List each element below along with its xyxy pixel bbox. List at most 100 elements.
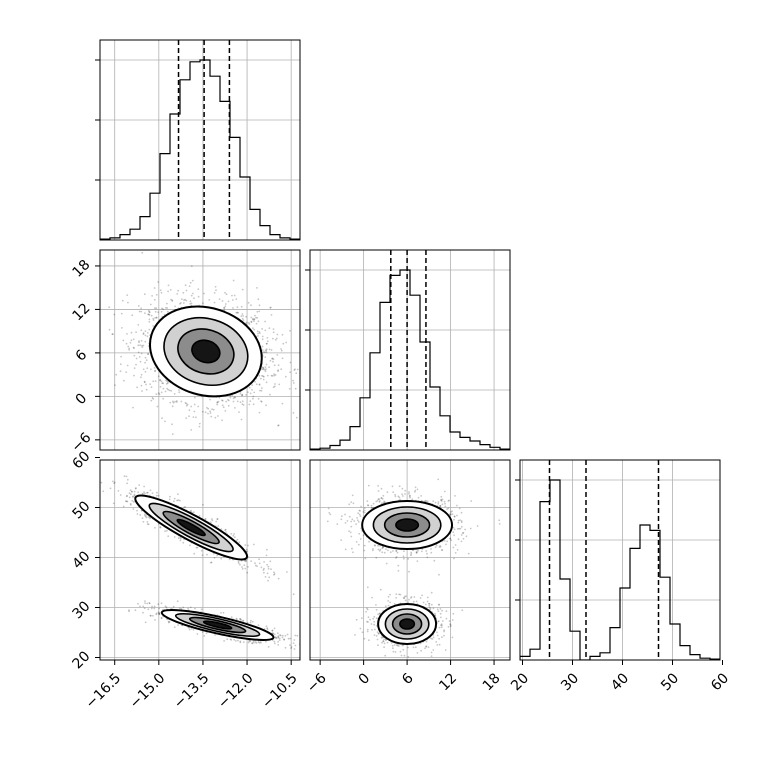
scatter-point: [224, 303, 227, 305]
scatter-point: [435, 544, 438, 547]
scatter-point: [164, 605, 167, 608]
scatter-point: [262, 351, 265, 353]
scatter-point: [147, 523, 150, 526]
scatter-point: [292, 412, 295, 414]
scatter-point: [193, 410, 196, 413]
scatter-point: [261, 328, 263, 330]
scatter-point: [457, 538, 460, 541]
scatter-point: [204, 411, 207, 414]
scatter-point: [131, 490, 133, 493]
scatter-point: [265, 342, 268, 345]
pair-panel-0-1: [100, 251, 299, 435]
scatter-point: [157, 311, 160, 314]
scatter-point: [158, 612, 161, 614]
scatter-point: [160, 602, 163, 605]
scatter-point: [290, 647, 292, 650]
scatter-point: [146, 335, 149, 338]
scatter-point: [167, 621, 170, 624]
scatter-point: [378, 500, 381, 502]
scatter-point: [146, 491, 148, 494]
scatter-point: [243, 560, 246, 562]
scatter-point: [155, 316, 158, 319]
scatter-point: [119, 363, 122, 366]
scatter-point: [164, 420, 166, 423]
scatter-point: [216, 401, 219, 404]
scatter-point: [357, 521, 360, 523]
scatter-point: [179, 539, 182, 542]
scatter-point: [126, 500, 129, 503]
scatter-point: [261, 366, 264, 369]
scatter-point: [273, 573, 276, 575]
scatter-point: [237, 560, 240, 563]
scatter-point: [242, 620, 244, 622]
scatter-point: [214, 416, 217, 419]
scatter-point: [127, 345, 130, 348]
scatter-point: [151, 492, 154, 495]
scatter-point: [234, 407, 236, 409]
scatter-point: [247, 301, 250, 304]
scatter-point: [416, 551, 418, 554]
scatter-point: [134, 487, 137, 490]
scatter-point: [415, 550, 418, 553]
scatter-point: [239, 563, 241, 566]
scatter-point: [272, 328, 275, 330]
histogram-step-1: [310, 269, 510, 450]
scatter-point: [165, 606, 168, 609]
scatter-point: [294, 634, 297, 637]
scatter-point: [395, 556, 398, 558]
scatter-point: [280, 368, 283, 371]
scatter-point: [277, 632, 279, 635]
scatter-point: [236, 306, 239, 309]
scatter-point: [238, 541, 241, 544]
scatter-point: [265, 342, 268, 345]
scatter-point: [253, 318, 256, 320]
scatter-point: [251, 620, 254, 623]
scatter-point: [169, 289, 172, 291]
scatter-point: [122, 505, 125, 508]
scatter-point: [260, 400, 262, 402]
scatter-point: [270, 568, 272, 571]
scatter-point: [276, 354, 279, 356]
scatter-point: [252, 318, 255, 321]
scatter-point: [277, 641, 279, 643]
scatter-point: [456, 504, 458, 507]
scatter-point: [244, 567, 247, 570]
scatter-point: [267, 567, 270, 570]
scatter-point: [236, 311, 239, 314]
scatter-point: [261, 338, 264, 341]
scatter-point: [132, 496, 134, 498]
scatter-point: [172, 401, 175, 404]
scatter-point: [346, 520, 349, 522]
scatter-point: [147, 313, 150, 316]
scatter-point: [258, 331, 261, 333]
scatter-point: [212, 552, 215, 555]
scatter-point: [258, 562, 261, 565]
scatter-point: [295, 416, 298, 419]
scatter-point: [460, 525, 463, 528]
scatter-point: [248, 386, 251, 389]
scatter-point: [155, 316, 158, 319]
scatter-point: [377, 485, 379, 487]
scatter-point: [128, 610, 130, 613]
scatter-point: [439, 505, 441, 508]
scatter-point: [197, 295, 200, 298]
scatter-point: [200, 549, 203, 552]
scatter-point: [141, 251, 144, 254]
scatter-point: [329, 513, 332, 516]
scatter-point: [450, 511, 452, 513]
scatter-point: [133, 347, 135, 349]
scatter-point: [241, 288, 244, 291]
scatter-point: [141, 346, 144, 348]
scatter-point: [269, 359, 272, 362]
scatter-point: [241, 566, 243, 568]
scatter-point: [146, 521, 149, 523]
scatter-point: [459, 527, 462, 530]
scatter-point: [144, 602, 147, 604]
scatter-point: [328, 512, 331, 514]
scatter-point: [123, 475, 126, 478]
scatter-point: [450, 539, 453, 542]
scatter-point: [185, 402, 188, 405]
scatter-point: [162, 382, 165, 385]
scatter-point: [273, 373, 275, 375]
scatter-point: [235, 617, 238, 620]
